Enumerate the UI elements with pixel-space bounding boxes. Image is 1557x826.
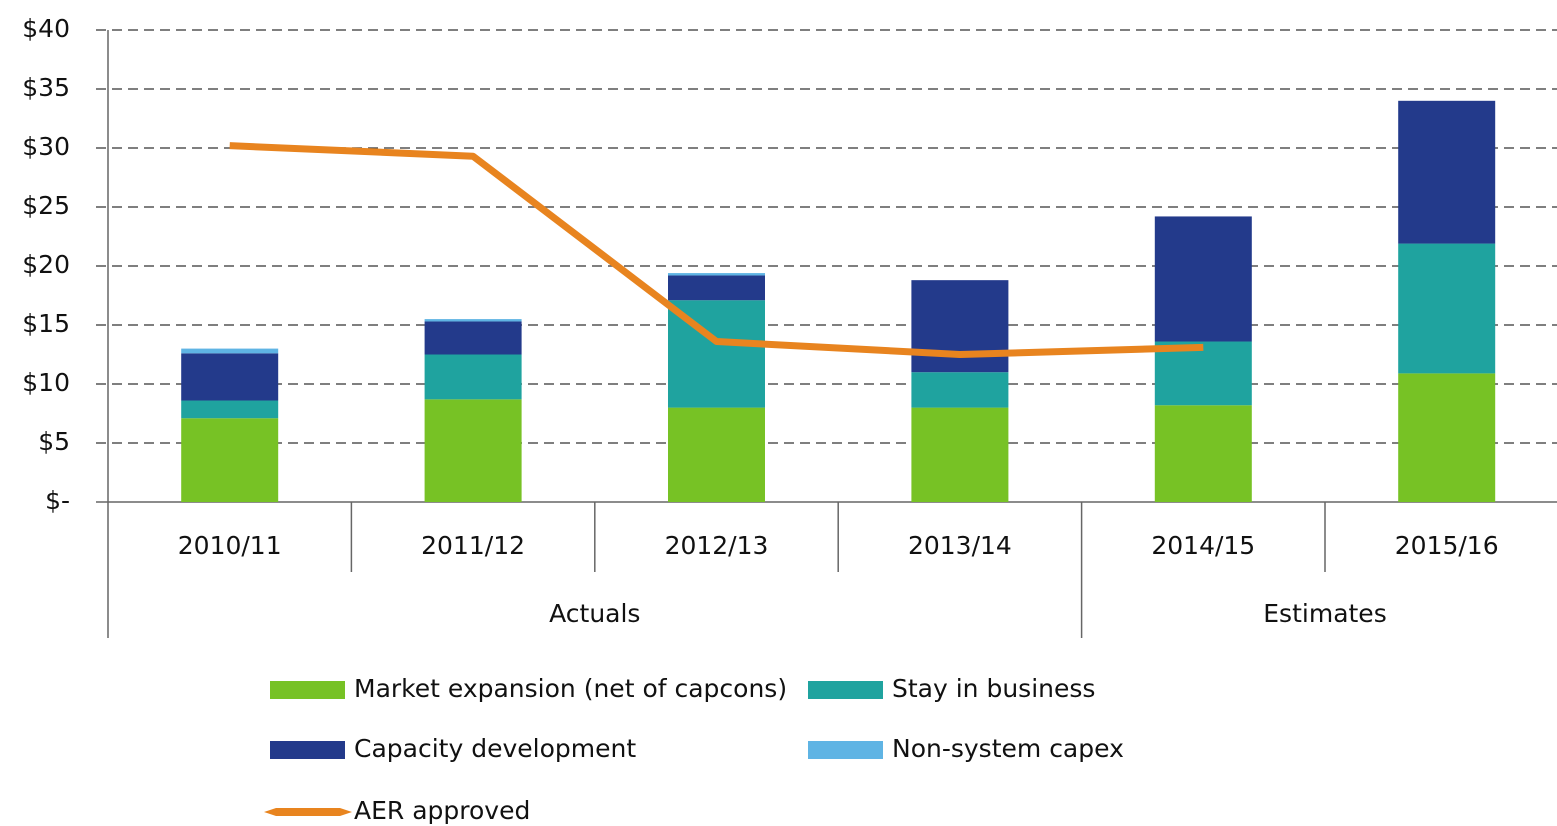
- bar-segment: [181, 353, 279, 401]
- bar-segment: [668, 407, 765, 502]
- group-label: Estimates: [1263, 599, 1386, 628]
- bar-segment: [1398, 373, 1496, 502]
- line: [229, 142, 1204, 358]
- legend-label: Market expansion (net of capcons): [354, 674, 787, 703]
- y-tick-label: $40: [22, 14, 70, 43]
- group-label: Actuals: [549, 599, 640, 628]
- legend-swatch: [808, 681, 883, 699]
- bar-segment: [1398, 243, 1496, 374]
- bar-segment: [424, 319, 522, 322]
- y-tick-label: $-: [45, 486, 70, 515]
- y-tick-label: $20: [22, 250, 70, 279]
- y-tick-label: $5: [38, 427, 70, 456]
- bar-segment: [1154, 216, 1252, 342]
- y-tick-label: $10: [22, 368, 70, 397]
- legend-swatch: [270, 741, 345, 759]
- x-tick-label: 2012/13: [665, 531, 769, 560]
- bar-segment: [424, 354, 522, 400]
- x-tick-label: 2014/15: [1151, 531, 1255, 560]
- x-tick-label: 2011/12: [421, 531, 525, 560]
- bar-segment: [911, 407, 1009, 502]
- bar-segment: [1398, 100, 1496, 244]
- y-tick-label: $35: [22, 73, 70, 102]
- bar-segment: [424, 399, 522, 502]
- bar-segment: [911, 372, 1009, 408]
- bar-segment: [181, 418, 279, 502]
- bar-segment: [1154, 341, 1252, 406]
- legend-label: Non-system capex: [892, 734, 1124, 763]
- legend-swatch: [264, 808, 352, 816]
- legend-swatch: [808, 741, 883, 759]
- x-tick-label: 2010/11: [178, 531, 282, 560]
- y-tick-label: $25: [22, 191, 70, 220]
- legend-swatch: [270, 681, 345, 699]
- bar-segment: [181, 348, 279, 354]
- legend-label: Stay in business: [892, 674, 1095, 703]
- bar-segment: [181, 400, 279, 419]
- legend-label: AER approved: [354, 796, 530, 825]
- x-tick-label: 2015/16: [1395, 531, 1499, 560]
- y-tick-label: $30: [22, 132, 70, 161]
- legend-label: Capacity development: [354, 734, 636, 763]
- bar-segment: [424, 321, 522, 355]
- bar-segment: [911, 280, 1009, 373]
- x-tick-label: 2013/14: [908, 531, 1012, 560]
- bar-segment: [1154, 405, 1252, 502]
- bar-segment: [668, 273, 765, 276]
- y-tick-label: $15: [22, 309, 70, 338]
- bar-segment: [668, 275, 765, 301]
